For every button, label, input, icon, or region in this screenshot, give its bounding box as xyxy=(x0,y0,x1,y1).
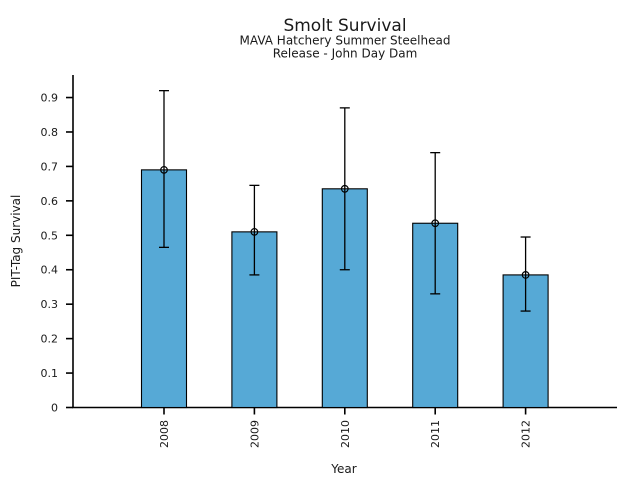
marker-2008 xyxy=(160,165,168,174)
y-axis-label: PIT-Tag Survival xyxy=(9,195,23,288)
y-tick-label: 0.5 xyxy=(41,229,59,242)
y-tick-label: 0.2 xyxy=(41,333,59,346)
marker-2012 xyxy=(521,271,530,279)
x-tick-label-2010: 2010 xyxy=(339,420,352,448)
plot-area: 0 0.1 0.2 0.3 0.4 0.5 0.6 0.7 0.8 0.9 2008 2009 2010… xyxy=(41,75,617,448)
marker-2010 xyxy=(340,184,349,193)
x-tick-label-2009: 2009 xyxy=(248,420,261,448)
y-tick-label: 0.6 xyxy=(41,195,59,208)
chart-subtitle-line2: Release - John Day Dam xyxy=(273,47,418,61)
y-tick-label: 0.7 xyxy=(41,160,59,173)
marker-2011 xyxy=(431,219,440,228)
x-tick-label-2011: 2011 xyxy=(429,420,442,448)
y-tick-label: 0.9 xyxy=(41,92,59,105)
y-tick-label: 0 xyxy=(51,402,58,415)
y-tick-label: 0.1 xyxy=(41,367,59,380)
chart-subtitle-line1: MAVA Hatchery Summer Steelhead xyxy=(240,34,451,48)
x-tick-label-2008: 2008 xyxy=(158,420,171,448)
marker-2009 xyxy=(250,227,259,236)
chart-title: Smolt Survival xyxy=(283,16,406,36)
y-tick-label: 0.4 xyxy=(41,264,59,277)
y-tick-label: 0.8 xyxy=(41,126,59,139)
y-tick-label: 0.3 xyxy=(41,298,59,311)
x-tick-label-2012: 2012 xyxy=(520,420,533,448)
x-axis-label: Year xyxy=(330,462,356,476)
